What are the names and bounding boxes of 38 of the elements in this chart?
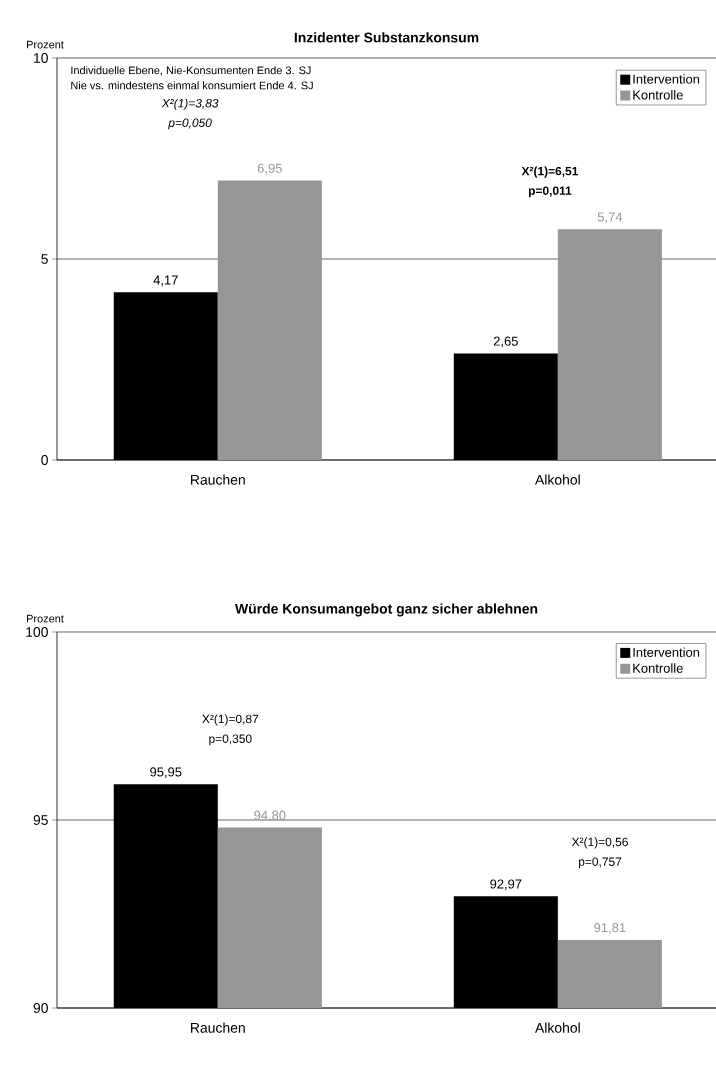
annotation: Nie vs. mindestens einmal konsumiert Ende 4. SJ [71,81,313,90]
data-label: 94,80 [254,810,286,822]
annotation: p=0,011 [528,186,572,198]
annotation: X²(1)=0,56 [571,837,628,849]
annotation: X²(1)=0,87 [202,714,259,726]
chart-title: Inzidenter Substanzkonsum [294,32,479,43]
chart-title: Würde Konsumangebot ganz sicher ablehnen [235,603,538,617]
legend-label: Intervention [633,74,700,84]
bar [557,229,662,460]
y-tick-label: 5 [41,254,48,264]
data-label: 5,74 [597,212,623,224]
data-label: 95,95 [150,767,182,779]
annotation: Individuelle Ebene, Nie-Konsumenten Ende 3. SJ [71,66,311,76]
y-axis-title: Prozent [27,614,64,623]
annotation: X²(1)=3,83 [161,98,219,110]
data-label: 91,81 [594,923,626,934]
x-tick-label: Rauchen [191,1022,245,1033]
annotation: X²(1)=6,51 [521,166,579,178]
x-tick-label: Alkohol [535,1022,580,1033]
y-tick-label: 100 [26,627,48,637]
x-tick-label: Rauchen [191,474,245,485]
legend-label: Intervention [633,647,700,657]
legend-label: Kontrolle [633,90,683,100]
annotation: p=0,757 [579,857,622,869]
annotation: p=0,050 [168,118,212,130]
bar [217,180,322,460]
data-label: 4,17 [153,275,178,287]
data-label: 6,95 [257,163,282,175]
data-label: 2,65 [493,336,518,348]
data-label: 92,97 [490,879,522,891]
y-axis-title: Prozent [27,40,64,49]
y-tick-label: 90 [33,1003,48,1013]
annotation: p=0,350 [209,734,252,746]
legend-label: Kontrolle [633,663,683,673]
y-tick-label: 95 [33,815,48,825]
y-tick-label: 0 [41,455,48,465]
y-tick-label: 10 [34,53,48,63]
x-tick-label: Alkohol [535,474,580,485]
